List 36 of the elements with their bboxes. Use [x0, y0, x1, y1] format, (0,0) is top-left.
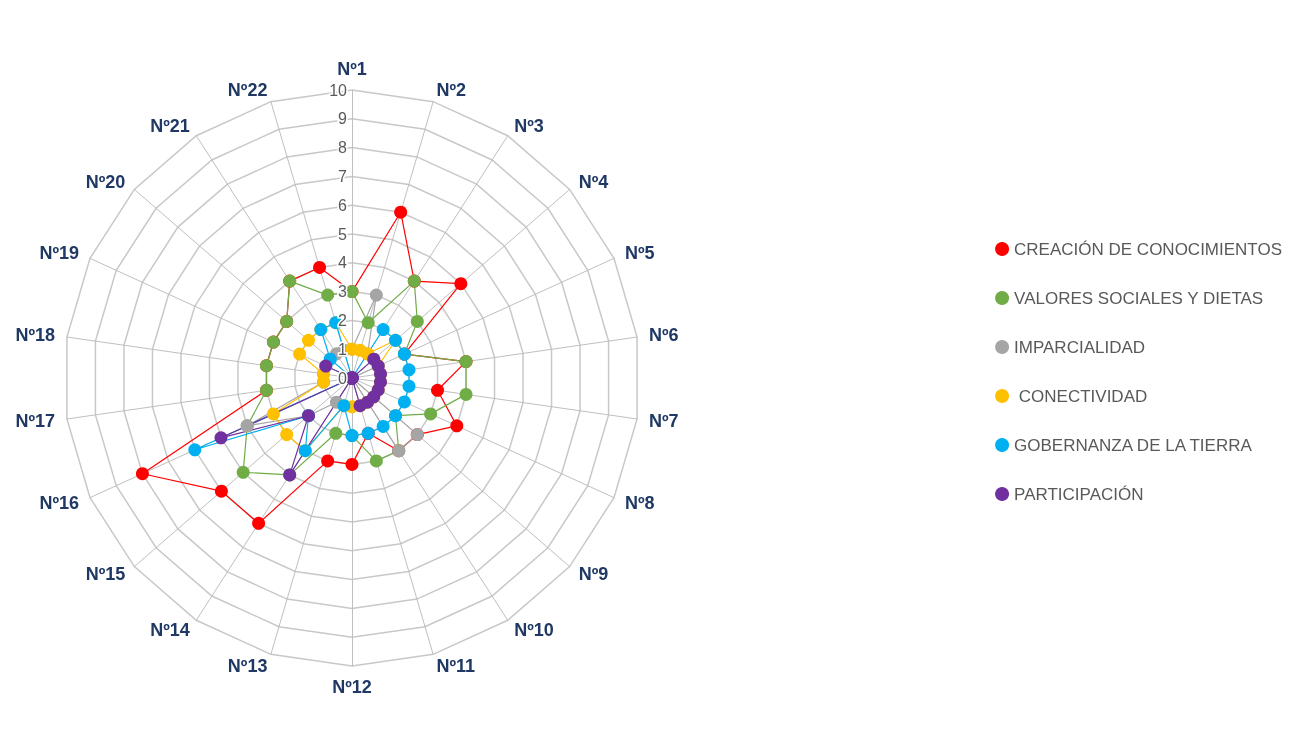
legend-label: GOBERNANZA DE LA TIERRA: [1014, 435, 1253, 455]
y-tick-label: 8: [338, 139, 348, 157]
spoke-label: Nº9: [578, 564, 609, 585]
spoke-label: Nº14: [150, 620, 190, 641]
spoke-label: Nº16: [39, 492, 80, 513]
spoke-label: Nº8: [624, 492, 655, 513]
spoke-label: Nº5: [624, 243, 655, 264]
spoke-label: Nº12: [332, 677, 372, 697]
spoke-label: Nº7: [648, 410, 679, 431]
y-tick-label: 9: [338, 110, 348, 128]
y-tick-label: 5: [338, 225, 348, 243]
y-tick-label: 6: [338, 196, 348, 214]
spoke-label: Nº18: [15, 325, 56, 346]
spoke-label: Nº19: [39, 243, 80, 264]
y-tick-label: 1: [338, 340, 348, 358]
y-tick-label: 10: [329, 81, 348, 99]
legend-label: PARTICIPACIÓN: [1014, 484, 1144, 504]
spoke-label: Nº22: [227, 80, 268, 101]
spoke-label: Nº20: [85, 171, 126, 192]
spoke-label: Nº13: [227, 655, 268, 676]
spoke-label: Nº2: [436, 80, 467, 101]
spoke-label: Nº1: [337, 59, 367, 79]
legend-label: IMPARCIALIDAD: [1014, 337, 1146, 357]
spoke-label: Nº15: [85, 564, 126, 585]
y-tick-label: 7: [338, 167, 348, 185]
spoke-label: Nº17: [15, 410, 56, 431]
legend-label: VALORES SOCIALES Y DIETAS: [1014, 288, 1264, 308]
spoke-label: Nº10: [514, 620, 554, 641]
spoke-label: Nº3: [514, 115, 544, 136]
spoke-label: Nº11: [436, 655, 476, 676]
y-tick-label: 4: [338, 254, 348, 272]
spoke-label: Nº21: [150, 115, 190, 136]
legend-label: CONECTIVIDAD: [1014, 386, 1148, 406]
spoke-label: Nº6: [648, 325, 679, 346]
legend-label: CREACIÓN DE CONOCIMIENTOS: [1014, 239, 1282, 259]
spoke-label: Nº4: [578, 171, 609, 192]
